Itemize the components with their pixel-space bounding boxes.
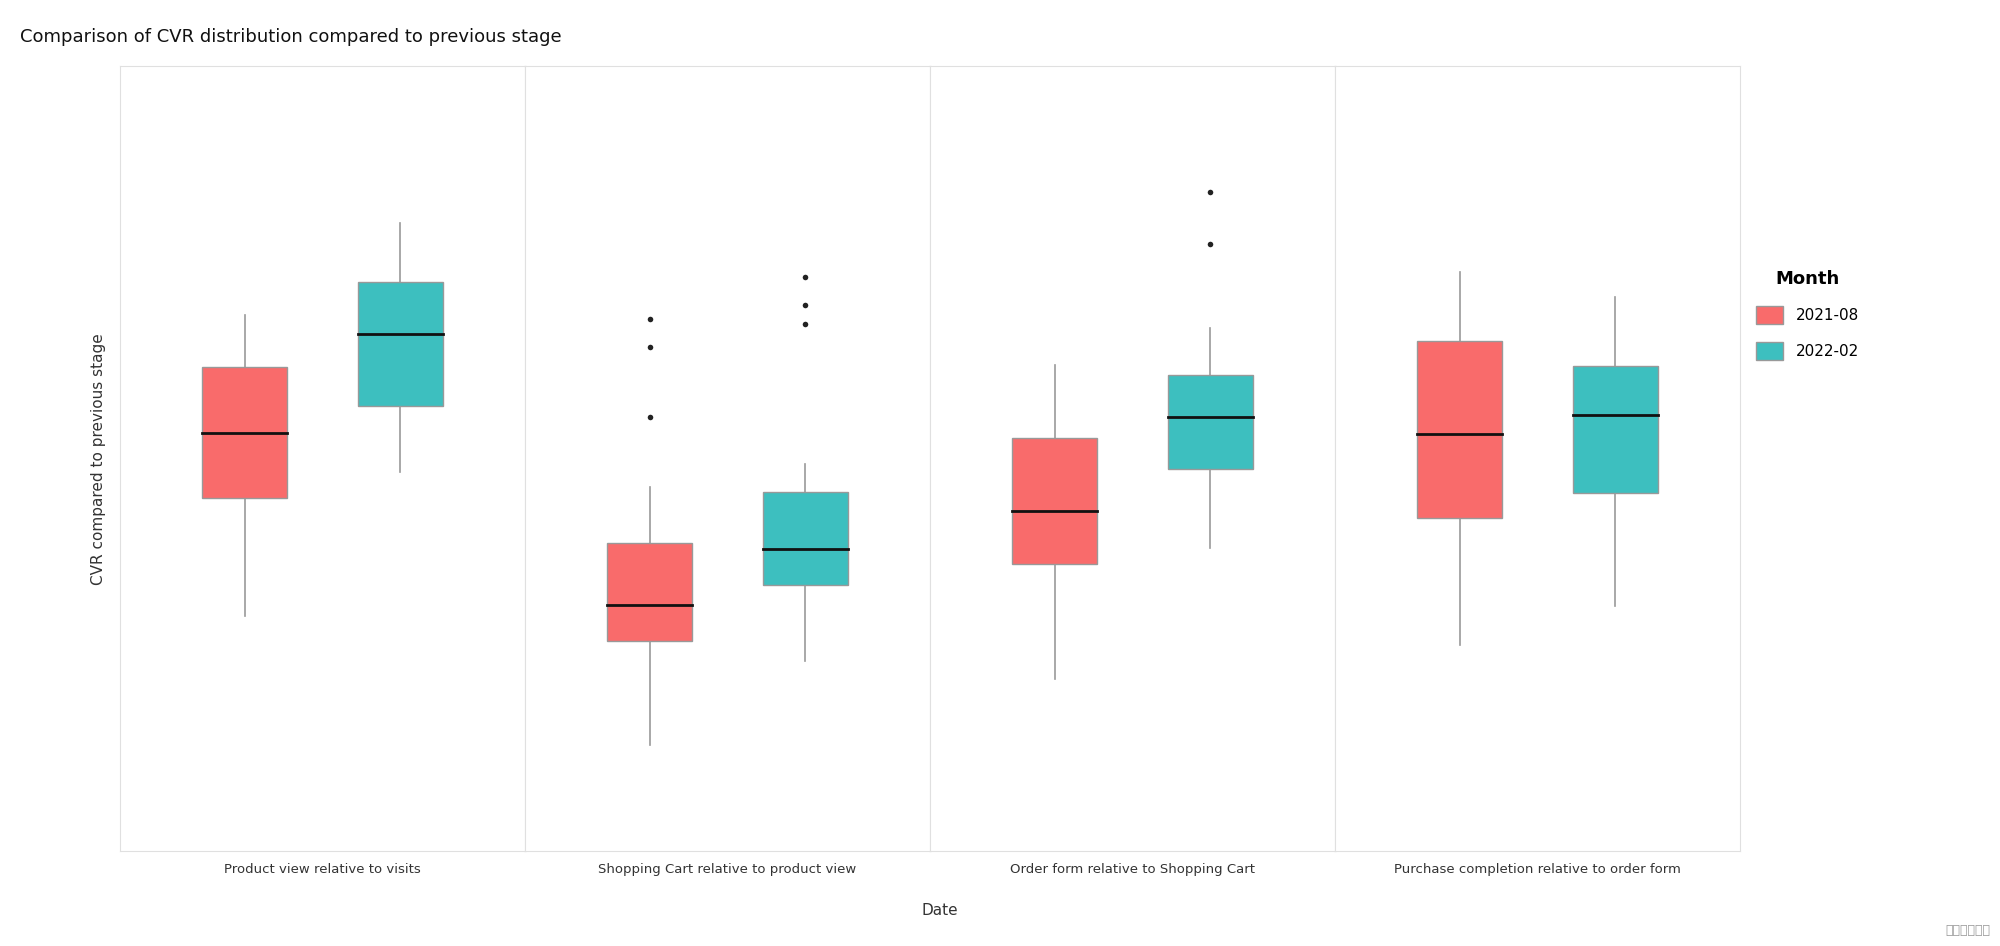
FancyBboxPatch shape — [762, 493, 848, 585]
Y-axis label: CVR compared to previous stage: CVR compared to previous stage — [92, 333, 106, 585]
FancyBboxPatch shape — [1168, 375, 1254, 469]
FancyBboxPatch shape — [1416, 342, 1502, 517]
Text: Comparison of CVR distribution compared to previous stage: Comparison of CVR distribution compared … — [20, 28, 562, 46]
Text: Date: Date — [922, 902, 958, 918]
X-axis label: Shopping Cart relative to product view: Shopping Cart relative to product view — [598, 863, 856, 875]
FancyBboxPatch shape — [202, 367, 288, 498]
FancyBboxPatch shape — [1572, 365, 1658, 493]
FancyBboxPatch shape — [606, 543, 692, 641]
Legend: 2021-08, 2022-02: 2021-08, 2022-02 — [1756, 271, 1858, 360]
X-axis label: Order form relative to Shopping Cart: Order form relative to Shopping Cart — [1010, 863, 1256, 875]
X-axis label: Purchase completion relative to order form: Purchase completion relative to order fo… — [1394, 863, 1680, 875]
FancyBboxPatch shape — [358, 282, 444, 407]
FancyBboxPatch shape — [1012, 438, 1098, 564]
X-axis label: Product view relative to visits: Product view relative to visits — [224, 863, 420, 875]
Text: 데이타라이즈: 데이타라이즈 — [1944, 923, 1990, 937]
